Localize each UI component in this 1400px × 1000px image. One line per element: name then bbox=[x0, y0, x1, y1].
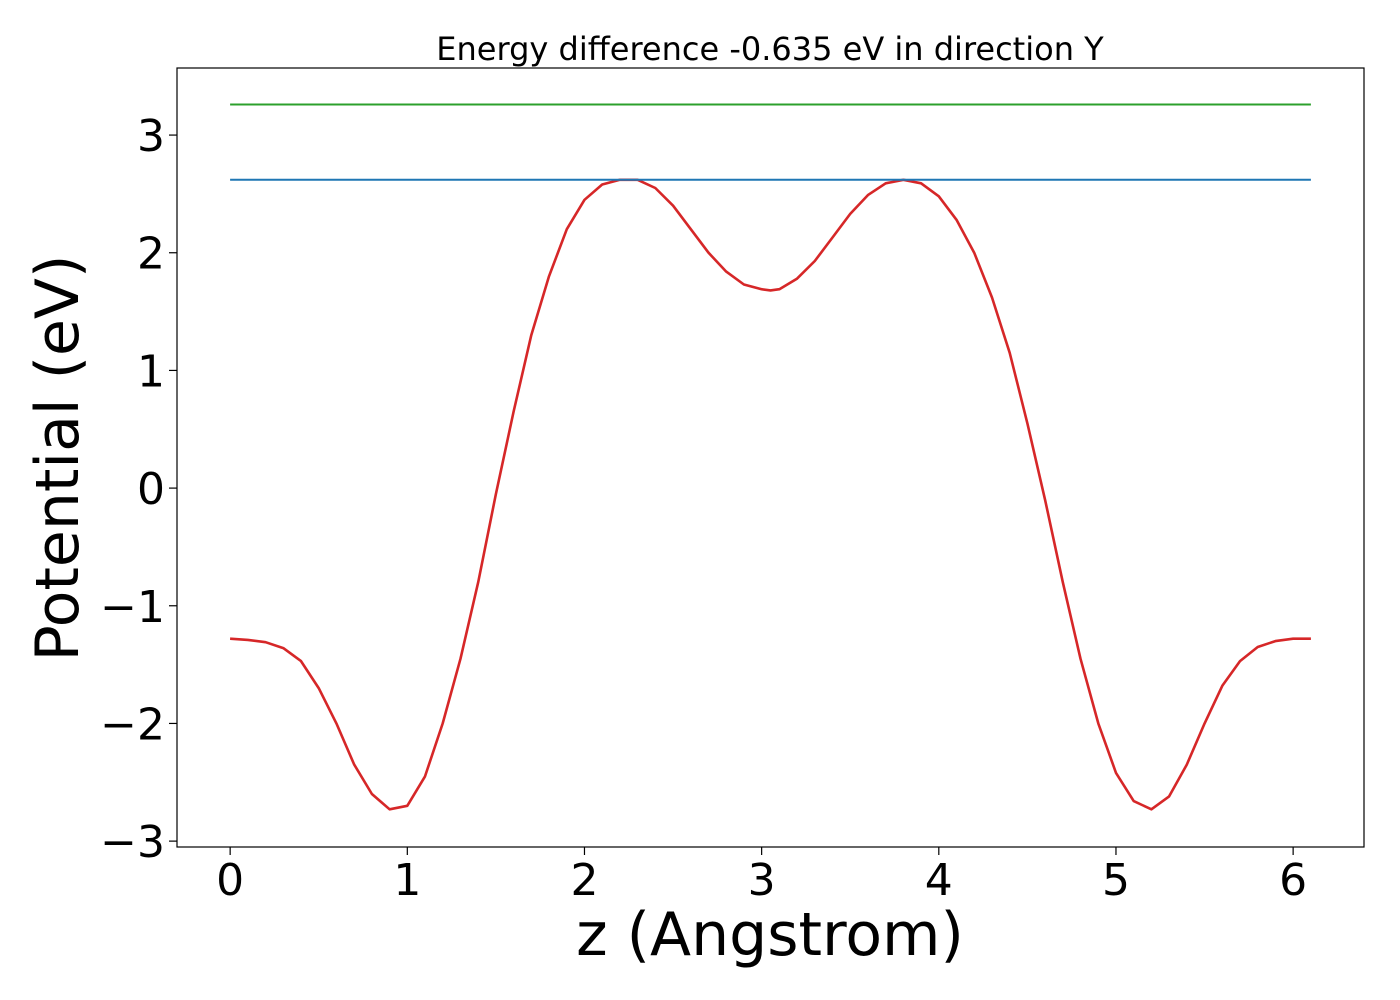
series-line-0 bbox=[230, 178, 1311, 811]
y-tick-label: 2 bbox=[137, 229, 165, 280]
y-axis: −3 −2 −1 0 1 2 3 bbox=[100, 111, 177, 868]
x-tick-label: 3 bbox=[748, 855, 776, 906]
x-axis-label: z (Angstrom) bbox=[576, 900, 964, 970]
x-tick-label: 0 bbox=[216, 855, 244, 906]
y-tick-label: 0 bbox=[137, 464, 165, 515]
y-tick-label: −3 bbox=[100, 817, 165, 868]
y-tick-label: −1 bbox=[100, 582, 165, 633]
x-tick-label: 4 bbox=[925, 855, 953, 906]
plot-frame bbox=[176, 67, 1365, 848]
x-tick-label: 2 bbox=[570, 855, 598, 906]
x-tick-label: 5 bbox=[1102, 855, 1130, 906]
x-tick-label: 6 bbox=[1279, 855, 1307, 906]
series-layer bbox=[230, 103, 1311, 811]
y-tick-label: 1 bbox=[137, 346, 165, 397]
x-tick-label: 1 bbox=[393, 855, 421, 906]
y-tick-label: 3 bbox=[137, 111, 165, 162]
chart-title: Energy difference -0.635 eV in direction… bbox=[436, 30, 1104, 68]
y-tick-label: −2 bbox=[100, 699, 165, 750]
y-axis-label: Potential (eV) bbox=[23, 255, 93, 662]
x-axis: 0 1 2 3 4 5 6 bbox=[216, 847, 1307, 906]
